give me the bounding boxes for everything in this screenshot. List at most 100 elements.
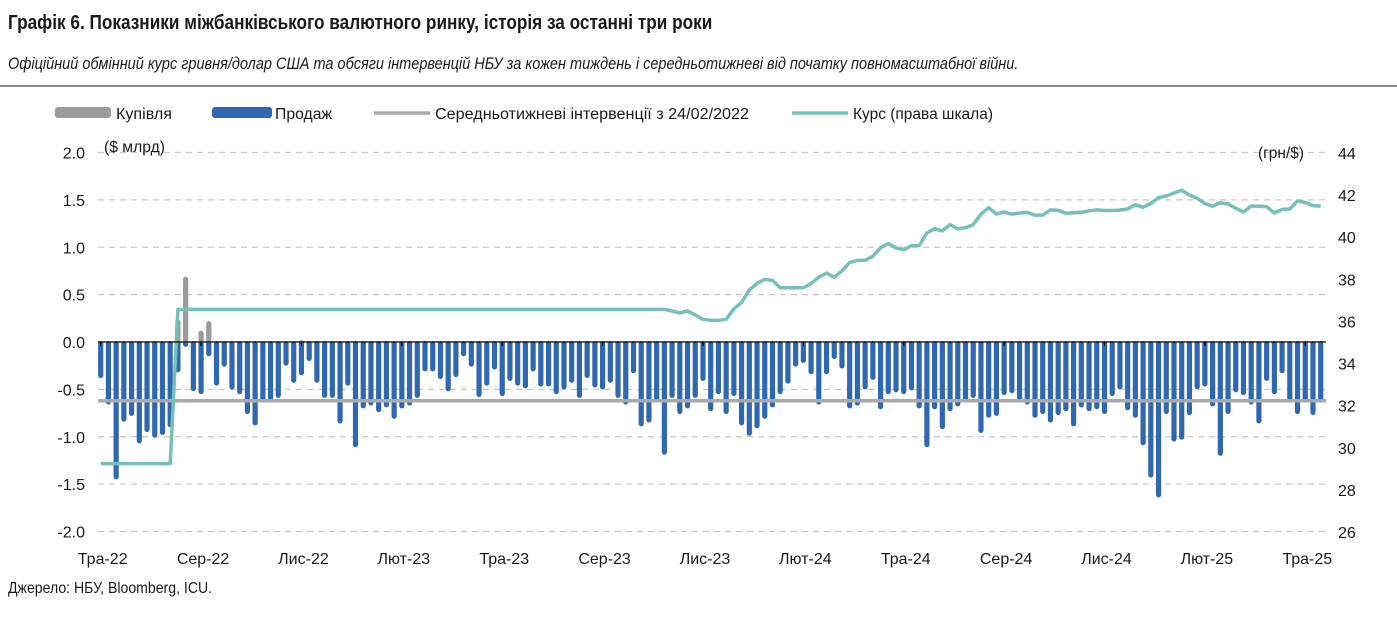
sale-bar bbox=[916, 341, 922, 409]
x-axis-tick-label: Тра-25 bbox=[1282, 551, 1332, 568]
sale-bar bbox=[159, 341, 166, 435]
sale-bar bbox=[592, 341, 598, 388]
right-axis-tick-label: 30 bbox=[1338, 441, 1356, 458]
right-axis-tick-label: 28 bbox=[1338, 483, 1356, 500]
sale-bar bbox=[847, 341, 853, 409]
sale-bar bbox=[430, 341, 436, 372]
sale-bar bbox=[1071, 341, 1077, 427]
sale-bar bbox=[947, 341, 953, 412]
sale-bar bbox=[769, 341, 776, 408]
sale-bar bbox=[538, 341, 544, 387]
chart-subtitle: Офіційний обмінний курс гривня/долар США… bbox=[8, 54, 1019, 73]
sale-bar bbox=[121, 341, 127, 422]
sale-bar bbox=[152, 341, 158, 438]
sale-bar bbox=[1171, 341, 1177, 442]
x-axis-tick-label: Лис-24 bbox=[1081, 551, 1132, 568]
left-axis-tick-label: 0.0 bbox=[63, 335, 85, 352]
sale-bar bbox=[831, 341, 837, 360]
sale-bar bbox=[414, 341, 420, 398]
sale-bar bbox=[1186, 341, 1193, 415]
sale-bar bbox=[1225, 341, 1231, 415]
sale-bar bbox=[924, 341, 930, 448]
left-axis-tick-label: -1.5 bbox=[57, 477, 85, 494]
sale-bar bbox=[322, 341, 328, 398]
sale-bar bbox=[329, 341, 335, 398]
sale-bar bbox=[213, 341, 220, 386]
right-axis-tick-label: 32 bbox=[1338, 399, 1356, 416]
sale-bar bbox=[190, 341, 196, 392]
sale-bar bbox=[1310, 341, 1316, 415]
sale-bar bbox=[1094, 341, 1100, 410]
sale-bar bbox=[383, 341, 389, 408]
sale-bar bbox=[1163, 341, 1169, 415]
sale-bar bbox=[654, 341, 660, 403]
sale-bar bbox=[229, 341, 235, 390]
left-axis-tick-label: 2.0 bbox=[63, 146, 85, 163]
sale-bar bbox=[1271, 341, 1277, 395]
sale-bar bbox=[237, 341, 243, 395]
sale-bar bbox=[615, 341, 621, 398]
sale-bar bbox=[476, 341, 482, 397]
sale-bar bbox=[468, 341, 474, 367]
right-axis-tick-label: 34 bbox=[1338, 357, 1356, 374]
sale-bar bbox=[252, 341, 258, 426]
left-axis-tick-label: 1.0 bbox=[63, 240, 85, 257]
sale-bar bbox=[399, 341, 405, 409]
sale-bar bbox=[298, 341, 305, 376]
sale-bar bbox=[337, 341, 343, 424]
left-axis-unit: ($ млрд) bbox=[104, 139, 165, 156]
x-axis-tick-label: Лис-22 bbox=[278, 551, 329, 568]
left-axis-tick-label: 1.5 bbox=[63, 193, 85, 210]
sale-bar bbox=[762, 341, 768, 419]
sale-bar bbox=[98, 341, 104, 379]
x-axis-tick-label: Лют-25 bbox=[1181, 551, 1234, 568]
sale-bar bbox=[1055, 341, 1061, 415]
sale-bar bbox=[461, 341, 467, 357]
sale-bar bbox=[515, 341, 521, 386]
sale-bar bbox=[1125, 341, 1131, 411]
axes: 2.0 1.5 1.0 0.5 0.0 -0.5 -1.0 -1.5 -2.0 44 42 40 38 3… bbox=[57, 146, 1355, 569]
sale-bar bbox=[260, 341, 266, 403]
sale-bar bbox=[1302, 341, 1308, 403]
sale-bar bbox=[723, 341, 729, 415]
x-axis-tick-label: Тра-23 bbox=[479, 551, 529, 568]
legend-label-average: Середньотижневі інтервенції з 24/02/2022 bbox=[435, 106, 749, 123]
sale-bar bbox=[306, 341, 312, 361]
sale-bar bbox=[808, 341, 814, 375]
sale-bar bbox=[221, 341, 227, 367]
sale-bar bbox=[692, 341, 698, 398]
sale-bar bbox=[800, 341, 806, 363]
purchase-bar bbox=[206, 321, 212, 343]
sale-bar bbox=[955, 341, 961, 407]
sale-bar bbox=[360, 341, 366, 409]
left-axis-tick-label: -0.5 bbox=[57, 382, 85, 399]
sale-bar bbox=[932, 341, 938, 410]
sale-bar bbox=[1047, 341, 1054, 423]
sale-bar bbox=[677, 341, 683, 415]
legend-swatch-sale bbox=[212, 107, 272, 118]
right-axis-tick-label: 36 bbox=[1338, 314, 1356, 331]
x-axis-tick-label: Лис-23 bbox=[680, 551, 731, 568]
sale-bar bbox=[1086, 341, 1092, 412]
sale-bar bbox=[406, 341, 413, 406]
sale-bar bbox=[584, 341, 590, 379]
sale-bar bbox=[1209, 341, 1216, 407]
sale-bar bbox=[1194, 341, 1200, 390]
sale-bar bbox=[970, 341, 976, 398]
sale-bar bbox=[669, 341, 675, 398]
sale-bar bbox=[630, 341, 637, 374]
legend-label-sale: Продаж bbox=[275, 106, 333, 123]
right-axis-tick-label: 40 bbox=[1338, 230, 1356, 247]
sale-bar bbox=[576, 341, 583, 398]
sale-bar bbox=[545, 341, 552, 387]
sale-bar bbox=[291, 341, 297, 383]
sale-bar bbox=[136, 341, 142, 444]
sale-bar bbox=[661, 341, 667, 455]
sale-bar bbox=[978, 341, 984, 433]
sale-bar bbox=[1117, 341, 1123, 390]
sale-bar bbox=[1155, 341, 1162, 498]
sale-bar bbox=[1202, 341, 1208, 387]
sale-bar bbox=[198, 341, 204, 395]
sale-bar bbox=[839, 341, 845, 369]
sale-bar bbox=[862, 341, 868, 390]
